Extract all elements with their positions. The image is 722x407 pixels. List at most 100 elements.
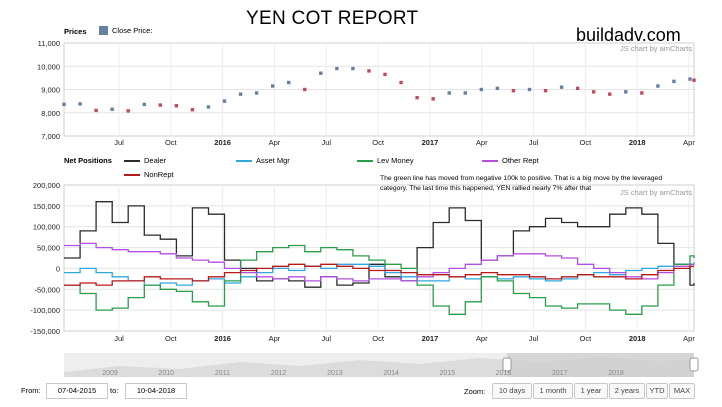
zoom-ytd-button[interactable]: YTD	[646, 383, 668, 399]
price-point[interactable]	[608, 92, 612, 96]
prices-x-tick: 2018	[629, 138, 646, 147]
prices-y-axis: 11,000 10,000 9,000 8,000 7,000	[37, 39, 60, 141]
price-point[interactable]	[222, 99, 227, 103]
price-point[interactable]	[126, 109, 130, 113]
price-point[interactable]	[254, 91, 259, 95]
price-point[interactable]	[62, 102, 66, 107]
positions-y-tick: 200,000	[33, 181, 60, 190]
navigator-handle-left[interactable]	[502, 357, 512, 372]
price-point[interactable]	[287, 80, 291, 85]
price-point[interactable]	[692, 78, 696, 82]
navigator-year-label: 2010	[158, 370, 174, 377]
zoom-max-button[interactable]: MAX	[669, 383, 695, 399]
prices-frame	[63, 42, 695, 137]
prices-x-axis: Jul Oct 2016 Apr Jul Oct 2017 Apr Jul Oct 2018 Apr	[114, 138, 695, 147]
price-point[interactable]	[351, 66, 355, 71]
price-point[interactable]	[174, 104, 179, 108]
positions-x-tick: Oct	[372, 334, 385, 343]
price-point[interactable]	[543, 88, 548, 93]
price-point[interactable]	[110, 107, 114, 111]
legend-asset-mgr[interactable]: Asset Mgr	[236, 156, 290, 165]
zoom-1-year-button[interactable]: 1 year	[574, 383, 608, 399]
price-point[interactable]	[495, 86, 500, 91]
prices-y-tick: 7,000	[41, 132, 60, 141]
price-point[interactable]	[78, 102, 82, 106]
positions-x-tick: Oct	[165, 334, 178, 343]
zoom-10-days-button[interactable]: 10 days	[492, 383, 532, 399]
zoom-1-month-button[interactable]: 1 month	[533, 383, 573, 399]
price-point[interactable]	[158, 103, 163, 107]
price-point[interactable]	[303, 87, 307, 92]
positions-x-tick: Apr	[683, 334, 695, 343]
legend-close-price-swatch	[99, 26, 108, 35]
legend-nonrept[interactable]: NonRept	[124, 170, 174, 179]
price-point[interactable]	[319, 71, 323, 75]
prices-x-tick: Apr	[269, 138, 281, 147]
price-point[interactable]	[575, 86, 580, 91]
navigator-year-label: 2016	[496, 370, 512, 377]
price-point[interactable]	[367, 69, 371, 73]
navigator-handle-right[interactable]	[689, 357, 699, 372]
from-date-input[interactable]: 07-04-2015	[46, 383, 108, 399]
navigator-selection[interactable]	[507, 353, 694, 377]
price-point[interactable]	[190, 108, 195, 112]
prices-x-tick: Apr	[476, 138, 488, 147]
price-point[interactable]	[672, 79, 676, 84]
prices-x-tick: Apr	[683, 138, 695, 147]
price-point[interactable]	[270, 84, 275, 88]
price-point[interactable]	[511, 88, 516, 93]
price-point[interactable]	[335, 66, 339, 71]
price-point[interactable]	[640, 91, 644, 95]
price-point[interactable]	[206, 105, 211, 109]
price-point[interactable]	[415, 95, 419, 100]
prices-x-tick: Oct	[580, 138, 593, 147]
price-point[interactable]	[527, 87, 532, 92]
prices-x-tick: Oct	[372, 138, 385, 147]
prices-panel-title: Prices	[64, 27, 87, 36]
navigator-year-label: 2012	[271, 370, 287, 377]
positions-plot	[64, 201, 695, 315]
series-line-asset-mgr[interactable]	[64, 262, 695, 286]
price-point[interactable]	[688, 77, 692, 81]
price-point[interactable]	[238, 92, 243, 96]
series-line-nonrept[interactable]	[64, 263, 694, 286]
positions-y-tick: -100,000	[30, 306, 60, 315]
price-point[interactable]	[463, 91, 467, 95]
prices-x-tick: Jul	[529, 138, 539, 147]
series-line-lev-money[interactable]	[64, 244, 695, 315]
to-date-input[interactable]: 10-04-2018	[125, 383, 187, 399]
price-point[interactable]	[431, 97, 435, 101]
legend-close-price-label: Close Price:	[112, 26, 153, 35]
series-line-other-rept[interactable]	[64, 242, 694, 282]
positions-x-axis: Jul Oct 2016 Apr Jul Oct 2017 Apr Jul Oct 2018 Apr	[114, 334, 695, 343]
prices-x-tick: 2016	[214, 138, 231, 147]
zoom-2-years-button[interactable]: 2 years	[609, 383, 645, 399]
price-point[interactable]	[399, 80, 403, 85]
price-point[interactable]	[94, 108, 98, 113]
legend-other-rept-label: Other Rept	[502, 156, 539, 165]
price-point[interactable]	[142, 102, 146, 107]
legend-dealer[interactable]: Dealer	[124, 156, 166, 165]
positions-y-tick: -150,000	[30, 327, 60, 336]
legend-lev-money[interactable]: Lev Money	[357, 156, 414, 165]
positions-x-tick: 2018	[629, 334, 646, 343]
price-point[interactable]	[624, 90, 628, 94]
price-point[interactable]	[559, 85, 564, 89]
price-point[interactable]	[383, 72, 387, 77]
legend-asset-mgr-label: Asset Mgr	[256, 156, 290, 165]
series-line-dealer[interactable]	[64, 201, 695, 288]
positions-x-tick: Jul	[529, 334, 539, 343]
price-point[interactable]	[656, 84, 660, 88]
legend-close-price[interactable]: Close Price:	[99, 26, 152, 35]
price-point[interactable]	[447, 91, 451, 95]
legend-asset-mgr-swatch	[236, 159, 252, 162]
price-point[interactable]	[591, 90, 596, 94]
positions-x-tick: 2016	[214, 334, 231, 343]
positions-y-tick: 100,000	[33, 223, 60, 232]
prices-y-tick: 11,000	[38, 39, 60, 48]
legend-other-rept[interactable]: Other Rept	[482, 156, 539, 165]
prices-y-tick: 9,000	[41, 86, 60, 95]
prices-plot	[62, 66, 696, 113]
legend-dealer-label: Dealer	[144, 156, 167, 165]
price-point[interactable]	[479, 87, 484, 92]
